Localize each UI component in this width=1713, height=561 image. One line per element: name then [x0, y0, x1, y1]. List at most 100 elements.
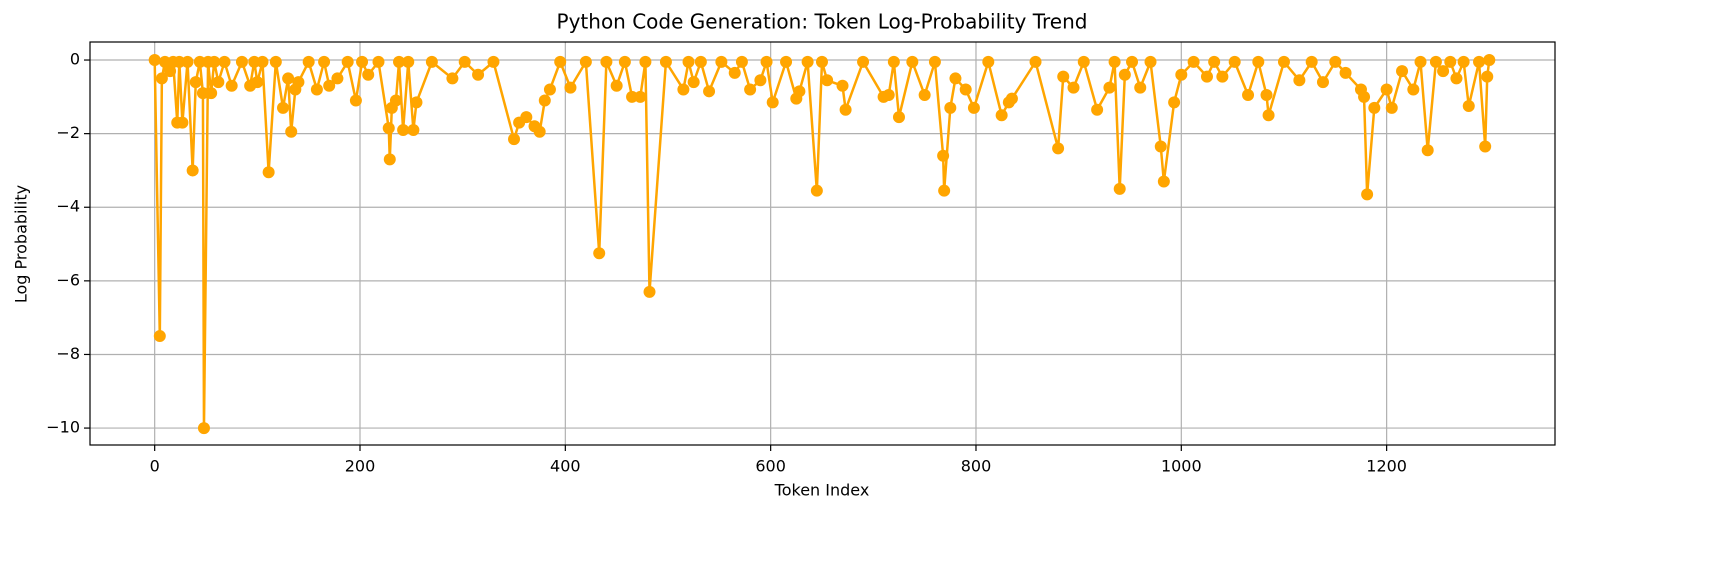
data-point	[715, 55, 728, 68]
data-point	[487, 55, 500, 68]
data-point	[1200, 70, 1213, 83]
data-point	[410, 96, 423, 109]
data-point	[995, 109, 1008, 122]
data-point	[407, 123, 420, 136]
data-point	[682, 55, 695, 68]
data-point	[1444, 55, 1457, 68]
data-point	[744, 83, 757, 96]
data-point	[164, 65, 177, 78]
data-point	[554, 55, 567, 68]
data-point	[1228, 55, 1241, 68]
data-point	[735, 55, 748, 68]
data-point	[564, 81, 577, 94]
data-point	[815, 55, 828, 68]
data-point	[634, 90, 647, 103]
data-point	[538, 94, 551, 107]
x-tick-label: 0	[150, 457, 160, 476]
data-point	[383, 153, 396, 166]
data-point	[262, 166, 275, 179]
data-point	[967, 101, 980, 114]
data-point	[1252, 55, 1265, 68]
data-point	[181, 55, 194, 68]
data-point	[836, 79, 849, 92]
data-point	[694, 55, 707, 68]
data-point	[1126, 55, 1139, 68]
data-point	[1067, 81, 1080, 94]
data-point	[507, 133, 520, 146]
data-point	[155, 72, 168, 85]
data-point	[158, 55, 171, 68]
plot-frame	[89, 41, 1556, 446]
data-point	[1483, 54, 1496, 67]
y-tick-label: −2	[56, 123, 80, 142]
data-point	[728, 66, 741, 79]
data-point	[937, 149, 950, 162]
data-point	[193, 55, 206, 68]
data-point	[1216, 70, 1229, 83]
data-point	[1005, 92, 1018, 105]
data-point	[1481, 70, 1494, 83]
data-point	[393, 55, 406, 68]
data-point	[1396, 65, 1409, 78]
data-point	[1277, 55, 1290, 68]
data-point	[318, 55, 331, 68]
data-point	[533, 125, 546, 138]
data-point	[857, 55, 870, 68]
data-point	[928, 55, 941, 68]
data-point	[285, 125, 298, 138]
data-point	[639, 55, 652, 68]
x-tick-label: 200	[345, 457, 376, 476]
data-point	[186, 164, 199, 177]
x-axis-title: Token Index	[774, 481, 870, 500]
data-point	[801, 55, 814, 68]
data-point	[982, 55, 995, 68]
data-point	[189, 76, 202, 89]
data-point	[389, 94, 402, 107]
data-point	[1134, 81, 1147, 94]
data-point	[1103, 81, 1116, 94]
data-point	[1358, 90, 1371, 103]
data-point	[356, 55, 369, 68]
data-point	[256, 55, 269, 68]
data-point	[1260, 88, 1273, 101]
data-point	[918, 88, 931, 101]
chart-title: Python Code Generation: Token Log-Probab…	[557, 10, 1088, 34]
data-point	[208, 55, 221, 68]
data-point	[959, 83, 972, 96]
data-point	[1329, 55, 1342, 68]
data-point	[944, 101, 957, 114]
data-point	[1407, 83, 1420, 96]
data-point	[196, 87, 209, 100]
data-point	[1293, 74, 1306, 87]
data-point	[205, 87, 218, 100]
data-point	[235, 55, 248, 68]
data-point	[277, 101, 290, 114]
data-point	[397, 123, 410, 136]
data-point	[323, 79, 336, 92]
data-point	[1457, 55, 1470, 68]
data-point	[1108, 55, 1121, 68]
data-point	[362, 68, 375, 81]
data-point	[949, 72, 962, 85]
data-point	[282, 72, 295, 85]
data-point	[703, 85, 716, 98]
data-point	[520, 111, 533, 124]
data-point	[1208, 55, 1221, 68]
data-point	[1154, 140, 1167, 153]
data-point	[600, 55, 613, 68]
data-point	[402, 55, 415, 68]
data-point	[906, 55, 919, 68]
data-point	[1057, 70, 1070, 83]
data-point	[292, 76, 305, 89]
data-point	[1113, 182, 1126, 195]
data-point	[687, 76, 700, 89]
data-point	[269, 55, 282, 68]
data-point	[372, 55, 385, 68]
data-point	[251, 76, 264, 89]
data-point	[1421, 144, 1434, 157]
data-point	[882, 88, 895, 101]
data-point	[212, 76, 225, 89]
y-tick-label: 0	[70, 50, 80, 69]
data-point	[1077, 55, 1090, 68]
